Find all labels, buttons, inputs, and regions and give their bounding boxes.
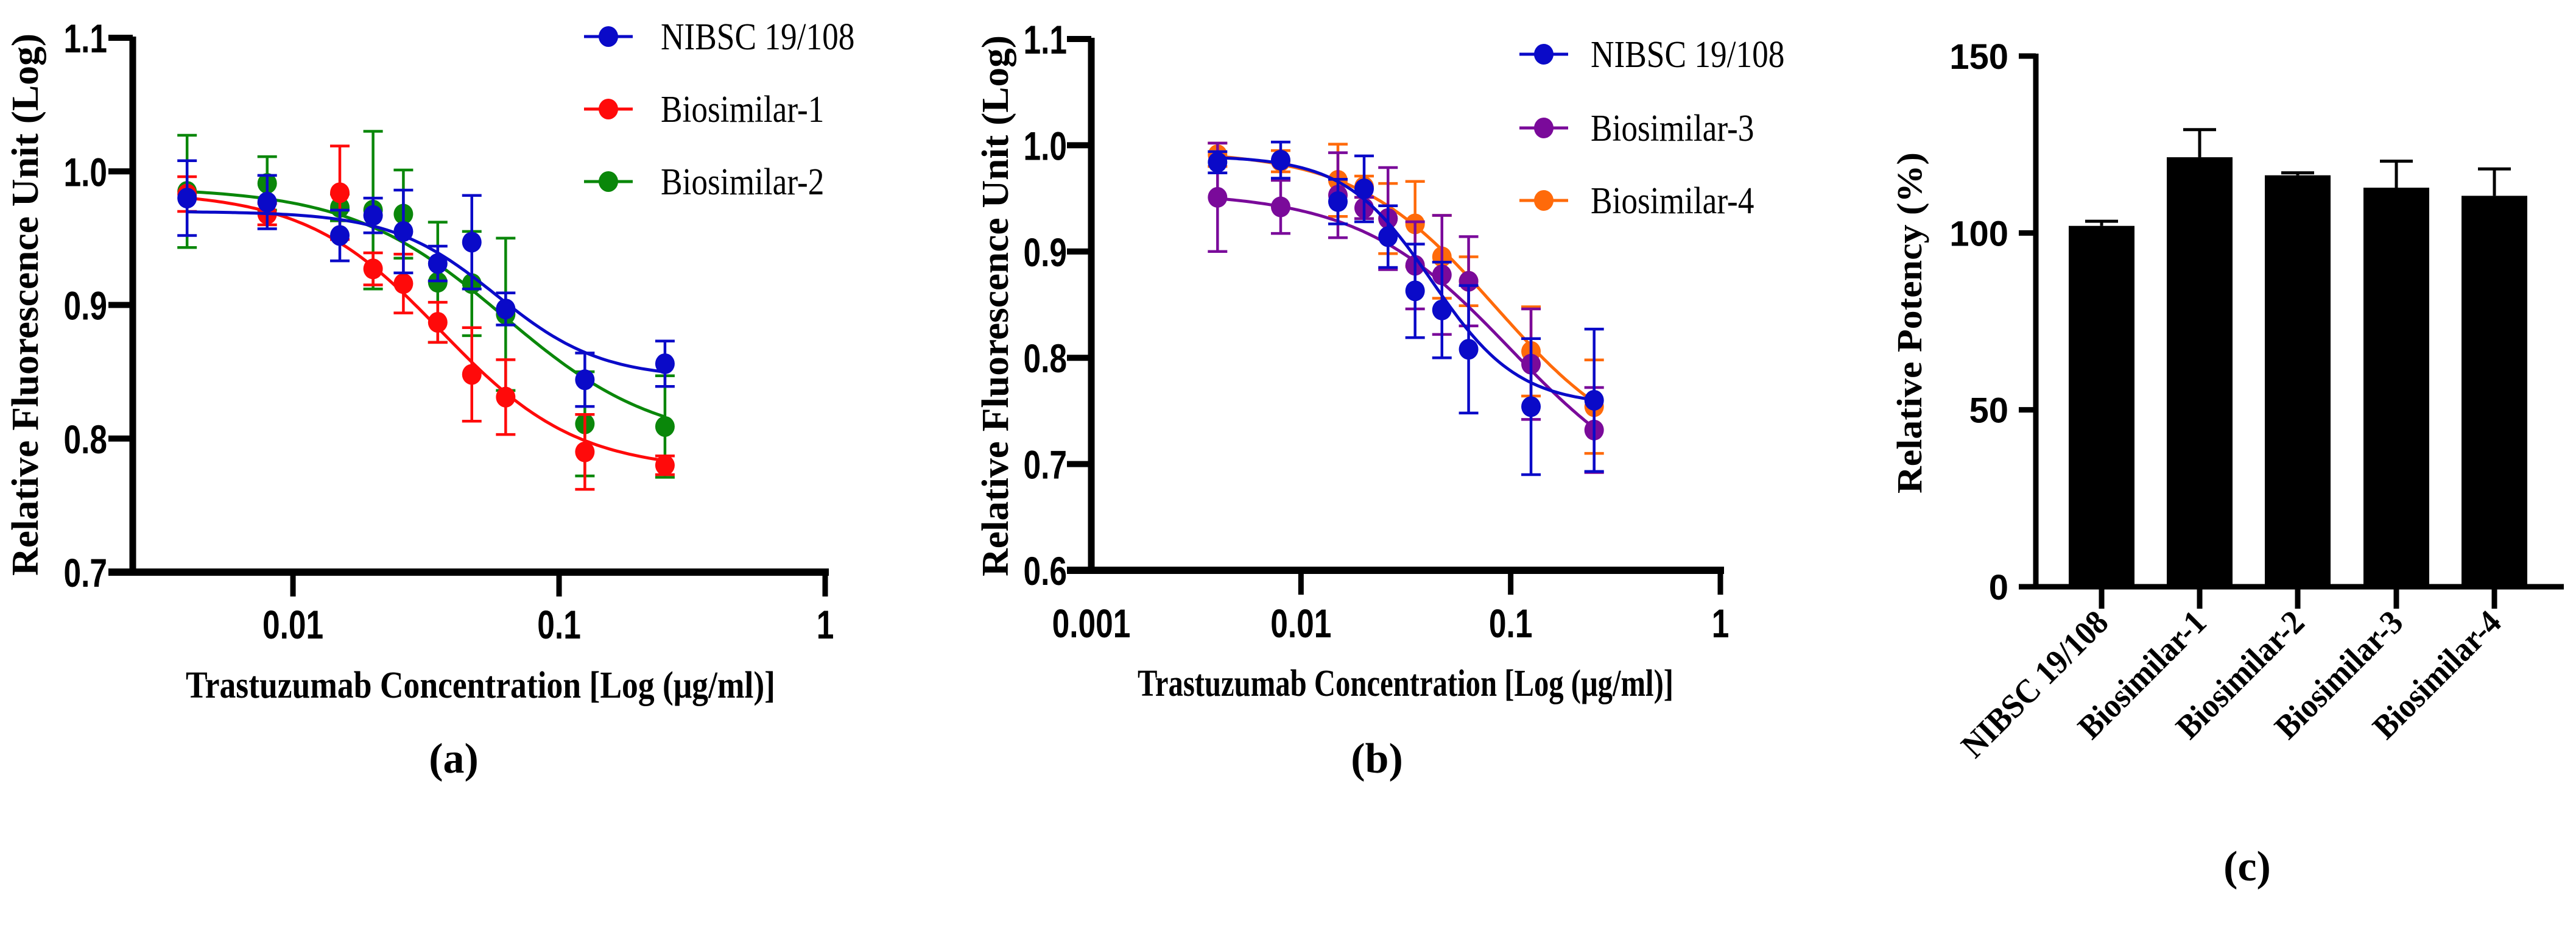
data-point (1459, 339, 1479, 360)
data-point (177, 188, 197, 209)
data-point (1208, 152, 1228, 173)
y-tick-label: 0.9 (1023, 230, 1067, 275)
y-tick-label: 1.1 (1023, 17, 1067, 63)
y-tick-label: 0 (1989, 568, 2008, 607)
data-point (330, 225, 350, 246)
x-axis-title: Trastuzumab Concentration [Log (μg/ml)] (186, 665, 775, 706)
series-nibsc-19-108 (1208, 140, 1604, 476)
data-point (1521, 396, 1541, 417)
y-tick-label: 0.7 (1023, 442, 1067, 487)
y-tick-label: 0.9 (63, 283, 107, 328)
data-point (655, 455, 675, 476)
y-axis-title: Relative Potency (%) (1890, 152, 1929, 494)
data-point (1354, 178, 1374, 199)
x-tick-label: 0.01 (262, 602, 323, 648)
bar (2265, 175, 2331, 587)
x-axis-title: Trastuzumab Concentration [Log (μg/ml)] (1138, 663, 1673, 704)
panel-b-dose-response-chart: 0.6 0.7 0.8 0.9 1.0 1.1 0.001 0.01 0.1 1 Trastuzum… (975, 17, 1784, 704)
y-tick-label: 0.7 (63, 550, 107, 596)
legend-label: NIBSC 19/108 (1591, 33, 1784, 76)
data-point (575, 369, 595, 391)
data-point (655, 416, 675, 437)
y-tick-label: 0.8 (63, 417, 107, 462)
y-axis-title: Relative Fluorescence Unit (Log) (5, 34, 46, 576)
legend-marker (599, 26, 618, 47)
data-point (1270, 149, 1290, 171)
data-point (393, 221, 413, 242)
legend-marker (1534, 190, 1554, 211)
legend-marker (1534, 118, 1554, 138)
bar (2167, 157, 2233, 587)
x-tick-label: 0.1 (537, 602, 581, 648)
x-tick-label: 0.1 (1489, 601, 1533, 646)
y-tick-label: 1.1 (63, 16, 107, 62)
panel-label-b: (b) (1351, 735, 1403, 782)
data-point (330, 182, 350, 204)
data-point (1584, 389, 1604, 411)
data-point (428, 312, 448, 333)
data-point (496, 299, 516, 320)
legend-item: NIBSC 19/108 (1519, 33, 1784, 76)
legend-marker (599, 99, 618, 119)
data-point (363, 258, 383, 280)
data-point (1378, 226, 1398, 247)
y-tick-label: 100 (1949, 214, 2008, 253)
data-point (393, 273, 413, 294)
y-tick-label: 0.8 (1023, 336, 1067, 381)
bar (2462, 196, 2527, 587)
data-point (1270, 196, 1290, 218)
data-point (575, 441, 595, 462)
y-axis-title: Relative Fluorescence Unit (Log) (975, 35, 1016, 576)
bar (2069, 225, 2134, 587)
legend-item: Biosimilar-1 (584, 88, 824, 130)
y-tick-label: 0.6 (1023, 548, 1067, 594)
legend-marker (599, 171, 618, 192)
y-tick-label: 150 (1949, 37, 2008, 77)
data-point (1405, 280, 1425, 302)
data-point (257, 191, 277, 213)
legend-item: NIBSC 19/108 (584, 15, 854, 58)
legend-item: Biosimilar-2 (584, 160, 824, 203)
series-nibsc-19-108 (177, 159, 675, 408)
data-point (1432, 299, 1452, 320)
data-point (655, 353, 675, 374)
legend-label: Biosimilar-2 (661, 160, 824, 203)
data-point (363, 205, 383, 226)
legend-item: Biosimilar-4 (1519, 179, 1754, 222)
data-point (1328, 191, 1348, 212)
legend-label: Biosimilar-3 (1591, 107, 1754, 149)
x-tick-label: 0.001 (1052, 601, 1131, 646)
fit-curve (187, 210, 666, 373)
data-point (1208, 186, 1228, 208)
data-point (428, 253, 448, 274)
legend-label: Biosimilar-1 (661, 88, 824, 130)
legend-label: NIBSC 19/108 (661, 15, 854, 58)
x-tick-label: 0.01 (1270, 601, 1331, 646)
legend-label: Biosimilar-4 (1591, 179, 1754, 222)
x-tick-label: 1 (1712, 601, 1730, 646)
panel-a-dose-response-chart: 0.7 0.8 0.9 1.0 1.1 0.01 0.1 1 Trastuzumab Conce… (5, 15, 854, 706)
legend-marker (1534, 44, 1554, 65)
data-point (462, 232, 482, 253)
data-point (496, 386, 516, 408)
x-tick-label: 1 (817, 602, 834, 648)
panel-label-a: (a) (429, 735, 479, 782)
series-biosimilar-4 (1208, 141, 1604, 455)
y-tick-label: 1.0 (63, 149, 107, 195)
data-point (462, 364, 482, 385)
panel-label-c: (c) (2223, 843, 2271, 890)
y-tick-label: 50 (1969, 391, 2008, 431)
legend-item: Biosimilar-3 (1519, 107, 1754, 149)
y-tick-label: 1.0 (1023, 123, 1067, 169)
bar (2363, 188, 2429, 587)
